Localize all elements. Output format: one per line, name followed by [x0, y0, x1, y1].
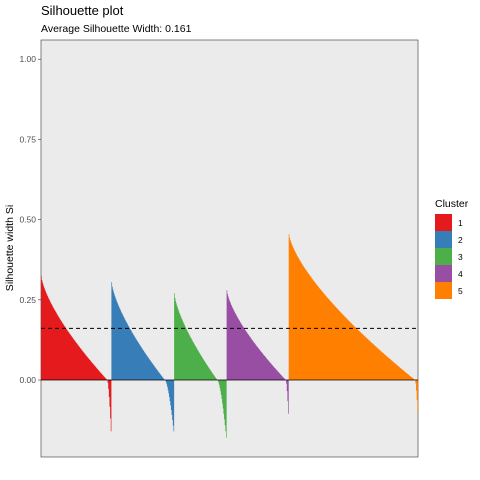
- legend-label-3: 3: [458, 252, 463, 262]
- cluster-5-silhouette-area: [288, 234, 418, 413]
- chart-title: Silhouette plot: [41, 3, 124, 18]
- y-tick-label: 0.25: [19, 295, 36, 305]
- legend-label-4: 4: [458, 269, 463, 279]
- y-tick-label: 0.00: [19, 375, 36, 385]
- cluster-1-silhouette-area: [41, 275, 112, 432]
- silhouette-bars: [41, 234, 418, 438]
- y-axis-label: Silhouette width Si: [4, 205, 16, 291]
- y-tick-label: 0.50: [19, 215, 36, 225]
- legend-title: Cluster: [435, 198, 469, 210]
- y-axis: 1.00 0.75 0.50 0.25 0.00: [19, 54, 41, 385]
- cluster-4-silhouette-area: [226, 290, 289, 414]
- cluster-3-silhouette-area: [174, 293, 227, 438]
- y-tick-label: 1.00: [19, 54, 36, 64]
- plot-panel: [40, 39, 419, 458]
- cluster-2-silhouette-area: [111, 282, 175, 432]
- legend-key-3: [435, 248, 452, 265]
- legend-key-1: [435, 214, 452, 231]
- legend-key-5: [435, 282, 452, 299]
- legend-label-2: 2: [458, 235, 463, 245]
- legend-key-4: [435, 265, 452, 282]
- chart-subtitle: Average Silhouette Width: 0.161: [41, 23, 192, 35]
- legend-label-1: 1: [458, 218, 463, 228]
- legend: Cluster 1 2 3 4 5: [435, 198, 469, 299]
- legend-label-5: 5: [458, 286, 463, 296]
- reference-lines: [41, 327, 418, 381]
- y-tick-label: 0.75: [19, 134, 36, 144]
- legend-key-2: [435, 231, 452, 248]
